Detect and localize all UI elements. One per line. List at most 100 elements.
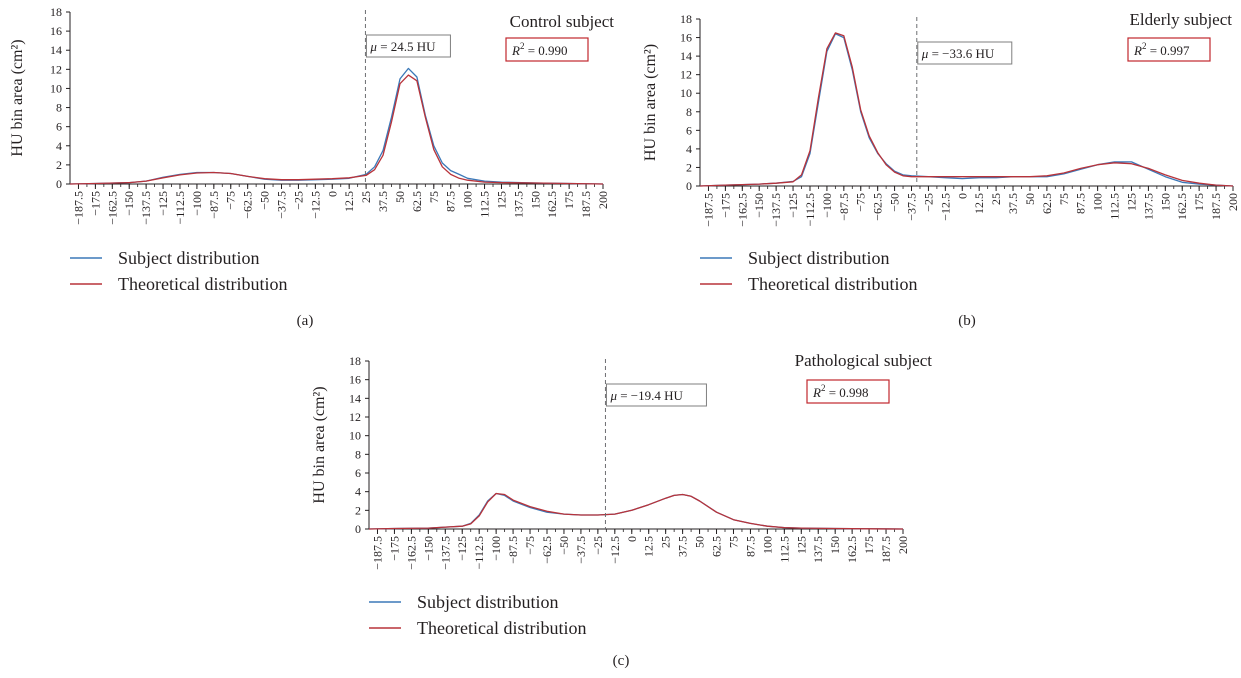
mean-label-box [365, 34, 451, 58]
mean-label: μ = −19.4 HU [609, 388, 683, 403]
x-tick-label: −137.5 [139, 191, 153, 225]
x-tick-label: −125 [786, 193, 800, 218]
series-line-theoretical [699, 32, 1234, 187]
x-tick-label: −50 [888, 193, 902, 212]
y-axis-title: HU bin area (cm²) [311, 386, 328, 503]
x-tick-label: −25 [921, 193, 935, 212]
y-tick-label: 10 [349, 429, 361, 443]
y-tick-label: 10 [680, 86, 692, 100]
series-line-theoretical [69, 74, 604, 185]
x-tick-label: 75 [427, 191, 441, 203]
y-tick-label: 12 [680, 68, 692, 82]
y-tick-label: 8 [686, 105, 692, 119]
x-tick-label: −175 [387, 536, 401, 561]
x-tick-label: −50 [258, 191, 272, 210]
x-tick-label: −125 [156, 191, 170, 216]
x-tick-label: −12.5 [608, 536, 622, 564]
x-tick-label: 200 [1226, 193, 1240, 211]
x-tick-label: 62.5 [1040, 193, 1054, 214]
y-tick-label: 6 [686, 123, 692, 137]
y-tick-label: 0 [355, 522, 361, 536]
legend-label: Theoretical distribution [417, 618, 586, 638]
mu-symbol: μ [921, 46, 929, 61]
y-tick-label: 4 [686, 142, 692, 156]
x-tick-label: 125 [794, 536, 808, 554]
x-tick-label: −137.5 [438, 536, 452, 570]
mean-label-box [917, 41, 1013, 65]
x-tick-label: 137.5 [811, 536, 825, 563]
chart-title: Pathological subject [795, 351, 933, 370]
series-line-theoretical [368, 492, 904, 530]
x-tick-label: −50 [557, 536, 571, 555]
x-tick-label: 12.5 [972, 193, 986, 214]
x-tick-label: 0 [325, 191, 339, 197]
x-tick-label: 87.5 [444, 191, 458, 212]
y-tick-label: 6 [355, 466, 361, 480]
x-tick-label: 162.5 [845, 536, 859, 563]
series-line-subject [368, 492, 904, 530]
x-tick-label: 150 [1158, 193, 1172, 211]
x-tick-label: 112.5 [478, 191, 492, 218]
x-tick-label: −37.5 [574, 536, 588, 564]
x-tick-label: 62.5 [710, 536, 724, 557]
x-tick-label: 125 [494, 191, 508, 209]
x-tick-label: −187.5 [701, 193, 715, 227]
x-tick-label: 75 [726, 536, 740, 548]
x-tick-label: −150 [421, 536, 435, 561]
x-tick-label: −112.5 [472, 536, 486, 569]
x-tick-label: 50 [1023, 193, 1037, 205]
x-tick-label: −62.5 [241, 191, 255, 219]
panel-label: (c) [613, 653, 630, 669]
x-tick-label: 100 [1091, 193, 1105, 211]
legend-label: Subject distribution [118, 248, 260, 268]
x-tick-label: −112.5 [803, 193, 817, 226]
mean-value: = −33.6 HU [928, 46, 995, 61]
x-tick-label: 25 [359, 191, 373, 203]
y-tick-label: 2 [56, 158, 62, 172]
mean-value: = 24.5 HU [377, 39, 436, 54]
y-tick-label: 8 [355, 447, 361, 461]
x-tick-label: −25 [591, 536, 605, 555]
y-tick-label: 14 [680, 49, 692, 63]
x-tick-label: 137.5 [1141, 193, 1155, 220]
x-tick-label: 137.5 [511, 191, 525, 218]
x-tick-label: −150 [752, 193, 766, 218]
y-tick-label: 14 [50, 43, 62, 57]
x-tick-label: 50 [693, 536, 707, 548]
y-tick-label: 2 [686, 160, 692, 174]
y-tick-label: 18 [680, 12, 692, 26]
x-tick-label: −187.5 [71, 191, 85, 225]
x-tick-label: 0 [955, 193, 969, 199]
x-tick-label: −87.5 [506, 536, 520, 564]
r-squared-box [1127, 37, 1211, 62]
x-tick-label: −87.5 [207, 191, 221, 219]
chart-panel-1: 0 2 4 6 8 10 12 14 16 18 −187.5 −175 −162.5 −150 −137.… [9, 5, 614, 329]
x-tick-label: −137.5 [769, 193, 783, 227]
x-tick-label: −162.5 [105, 191, 119, 225]
mean-label: μ = −33.6 HU [921, 46, 995, 61]
x-tick-label: −25 [291, 191, 305, 210]
x-tick-label: 37.5 [676, 536, 690, 557]
mu-symbol: μ [609, 388, 617, 403]
chart-title: Control subject [510, 12, 615, 31]
x-tick-label: 162.5 [545, 191, 559, 218]
x-tick-label: 25 [989, 193, 1003, 205]
r-squared-box [505, 37, 589, 62]
legend-label: Subject distribution [417, 592, 559, 612]
mean-label-box [605, 383, 707, 407]
r-squared-label: R2 = 0.997 [1133, 41, 1190, 58]
panel-label: (b) [958, 313, 976, 329]
chart-title: Elderly subject [1130, 10, 1233, 29]
panel-label: (a) [297, 313, 314, 329]
y-axis-title: HU bin area (cm²) [642, 44, 659, 161]
x-tick-label: 187.5 [1209, 193, 1223, 220]
y-tick-label: 4 [56, 139, 62, 153]
x-tick-label: −150 [122, 191, 136, 216]
series-line-subject [69, 67, 604, 185]
x-tick-label: −75 [523, 536, 537, 555]
x-tick-label: 100 [461, 191, 475, 209]
y-tick-label: 12 [349, 410, 361, 424]
y-tick-label: 16 [680, 31, 692, 45]
legend-label: Theoretical distribution [748, 274, 917, 294]
